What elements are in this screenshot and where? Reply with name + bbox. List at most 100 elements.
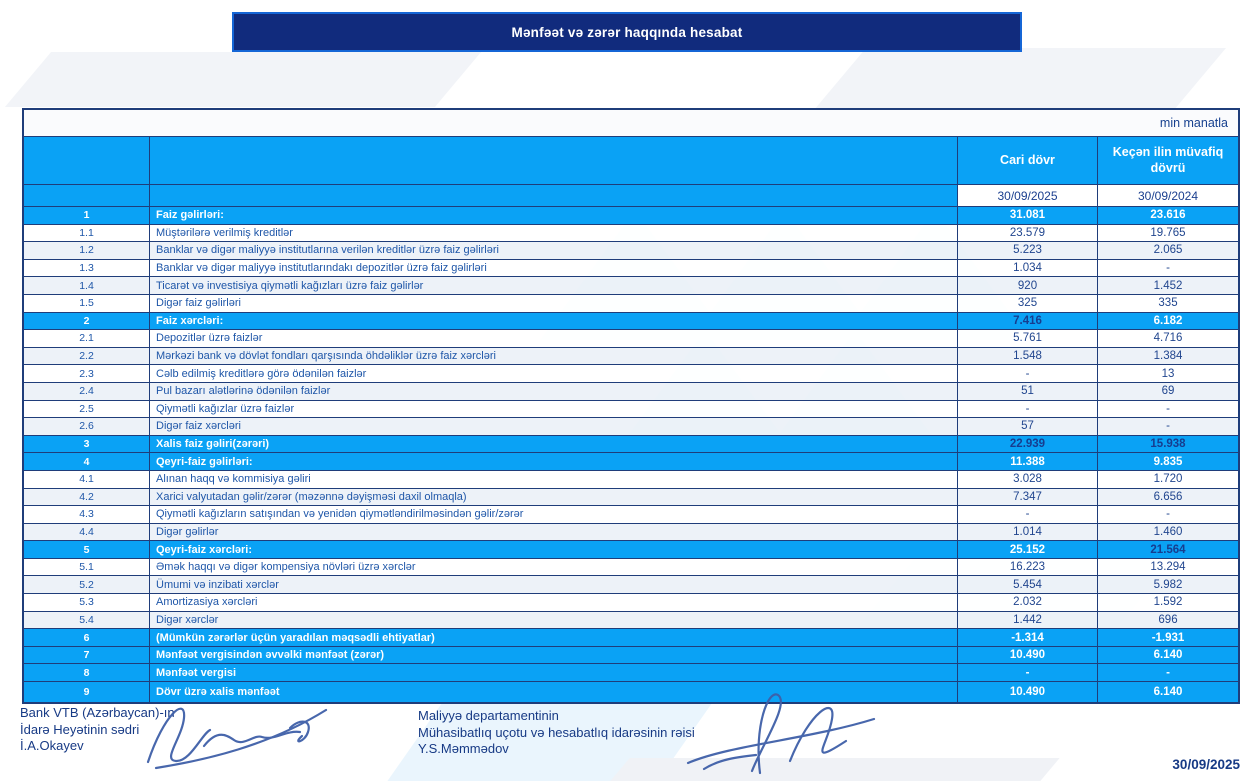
row-label: Qiymətli kağızlar üzrə faizlər bbox=[150, 400, 958, 418]
row-label: Depozitlər üzrə faizlər bbox=[150, 330, 958, 347]
row-label: Banklar və digər maliyyə institutlarında… bbox=[150, 259, 958, 277]
row-number: 9 bbox=[24, 682, 150, 703]
signature-okayev-icon bbox=[146, 707, 328, 770]
value-current: 16.223 bbox=[958, 558, 1098, 576]
table-row: 1.2 Banklar və digər maliyyə institutları… bbox=[24, 242, 1238, 260]
value-current: 1.442 bbox=[958, 611, 1098, 629]
table-row: 1.5 Digər faiz gəlirləri 325 335 bbox=[24, 294, 1238, 313]
value-previous: 5.982 bbox=[1098, 576, 1238, 594]
value-previous: - bbox=[1098, 400, 1238, 418]
row-number: 4.2 bbox=[24, 488, 150, 506]
table-row: 1.1 Müştərilərə verilmiş kreditlər 23.579 1… bbox=[24, 224, 1238, 243]
row-number: 2.6 bbox=[24, 418, 150, 435]
table-row: 2.4 Pul bazarı alətlərinə ödənilən faizlə… bbox=[24, 382, 1238, 401]
signature-block-left: Bank VTB (Azərbaycan)-ın İdarə Heyətinin… bbox=[20, 705, 175, 755]
table-row: 2.2 Mərkəzi bank və dövlət fondları qarşı… bbox=[24, 347, 1238, 366]
row-label: Faiz gəlirləri: bbox=[150, 207, 958, 224]
value-current: - bbox=[958, 400, 1098, 418]
row-number: 1.1 bbox=[24, 224, 150, 242]
row-label: Xalis faiz gəliri(zərəri) bbox=[150, 435, 958, 453]
profit-loss-table: min manatla Cari dövr Keçən ilin müvafiq… bbox=[22, 108, 1240, 705]
row-label: Müştərilərə verilmiş kreditlər bbox=[150, 224, 958, 242]
row-number: 5 bbox=[24, 541, 150, 558]
signer-org: Bank VTB (Azərbaycan)-ın bbox=[20, 705, 175, 720]
value-previous: 19.765 bbox=[1098, 224, 1238, 242]
value-previous: - bbox=[1098, 506, 1238, 523]
row-label: Dövr üzrə xalis mənfəət bbox=[150, 682, 958, 703]
row-label: Digər faiz xərcləri bbox=[150, 418, 958, 435]
row-number: 4.1 bbox=[24, 470, 150, 488]
value-previous: 6.656 bbox=[1098, 488, 1238, 506]
row-number: 4.4 bbox=[24, 523, 150, 541]
section-row: 1 Faiz gəlirləri: 31.081 23.616 bbox=[24, 207, 1238, 225]
section-row: 3 Xalis faiz gəliri(zərəri) 22.939 15.938 bbox=[24, 435, 1238, 454]
table-row: 5.1 Əmək haqqı və digər kompensiya növlər… bbox=[24, 558, 1238, 577]
row-label: Əmək haqqı və digər kompensiya növləri ü… bbox=[150, 558, 958, 576]
value-previous: 13 bbox=[1098, 365, 1238, 382]
value-current: 51 bbox=[958, 382, 1098, 400]
table-body: 1 Faiz gəlirləri: 31.081 23.616 1.1 Müştərilə… bbox=[24, 207, 1238, 703]
value-previous: 1.460 bbox=[1098, 523, 1238, 541]
row-label: Qiymətli kağızların satışından və yenidə… bbox=[150, 506, 958, 523]
value-current: 5.223 bbox=[958, 242, 1098, 259]
column-header-previous: Keçən ilin müvafiq dövrü bbox=[1098, 137, 1238, 184]
header-label-cell bbox=[150, 137, 958, 184]
date-label-cell bbox=[150, 185, 958, 206]
table-row: 4.3 Qiymətli kağızların satışından və yen… bbox=[24, 506, 1238, 524]
value-current: - bbox=[958, 664, 1098, 682]
signature-block-right: Maliyyə departamentinin Mühasibatlıq uço… bbox=[418, 708, 695, 758]
row-number: 4 bbox=[24, 453, 150, 470]
value-current: 325 bbox=[958, 294, 1098, 312]
row-number: 1 bbox=[24, 207, 150, 224]
value-previous: 4.716 bbox=[1098, 330, 1238, 347]
value-previous: 23.616 bbox=[1098, 207, 1238, 224]
value-current: - bbox=[958, 506, 1098, 523]
row-label: Mənfəət vergisi bbox=[150, 664, 958, 682]
value-current: -1.314 bbox=[958, 629, 1098, 646]
value-previous: 1.720 bbox=[1098, 470, 1238, 488]
row-number: 2.3 bbox=[24, 365, 150, 382]
row-number: 7 bbox=[24, 646, 150, 664]
section-row: 2 Faiz xərcləri: 7.416 6.182 bbox=[24, 312, 1238, 331]
row-number: 6 bbox=[24, 629, 150, 646]
row-number: 2.5 bbox=[24, 400, 150, 418]
value-previous: 6.140 bbox=[1098, 646, 1238, 664]
table-header-row: Cari dövr Keçən ilin müvafiq dövrü bbox=[24, 137, 1238, 185]
signer-department: Maliyyə departamentinin bbox=[418, 708, 559, 723]
value-current: 25.152 bbox=[958, 541, 1098, 558]
value-previous: - bbox=[1098, 418, 1238, 435]
value-current: 5.454 bbox=[958, 576, 1098, 594]
section-row: 9 Dövr üzrə xalis mənfəət 10.490 6.140 bbox=[24, 682, 1238, 703]
value-previous: 2.065 bbox=[1098, 242, 1238, 259]
table-row: 2.6 Digər faiz xərcləri 57- bbox=[24, 418, 1238, 436]
footer-date: 30/09/2025 bbox=[1172, 757, 1240, 772]
value-previous: 1.592 bbox=[1098, 594, 1238, 611]
row-label: Digər faiz gəlirləri bbox=[150, 294, 958, 312]
value-current: 11.388 bbox=[958, 453, 1098, 470]
row-label: Alınan haqq və kommisiya gəliri bbox=[150, 470, 958, 488]
table-row: 1.4 Ticarət və investisiya qiymətli kağız… bbox=[24, 277, 1238, 295]
row-number: 5.4 bbox=[24, 611, 150, 629]
value-previous: 13.294 bbox=[1098, 558, 1238, 576]
table-row: 4.2 Xarici valyutadan gəlir/zərər (məzənn… bbox=[24, 488, 1238, 507]
signer-role: İdarə Heyətinin sədri bbox=[20, 721, 140, 737]
row-label: Qeyri-faiz xərcləri: bbox=[150, 541, 958, 558]
value-current: 2.032 bbox=[958, 594, 1098, 611]
value-current: 23.579 bbox=[958, 224, 1098, 242]
section-row: 8 Mənfəət vergisi - - bbox=[24, 664, 1238, 683]
value-previous: 696 bbox=[1098, 611, 1238, 629]
row-number: 2 bbox=[24, 312, 150, 330]
row-label: Pul bazarı alətlərinə ödənilən faizlər bbox=[150, 382, 958, 400]
value-current: - bbox=[958, 365, 1098, 382]
value-current: 22.939 bbox=[958, 435, 1098, 453]
value-current: 57 bbox=[958, 418, 1098, 435]
value-previous: - bbox=[1098, 259, 1238, 277]
table-row: 5.3 Amortizasiya xərcləri 2.032 1.592 bbox=[24, 594, 1238, 612]
value-current: 1.548 bbox=[958, 347, 1098, 365]
value-previous: 21.564 bbox=[1098, 541, 1238, 558]
row-label: (Mümkün zərərlər üçün yaradılan məqsədli… bbox=[150, 629, 958, 646]
value-current: 5.761 bbox=[958, 330, 1098, 347]
row-label: Mənfəət vergisindən əvvəlki mənfəət (zər… bbox=[150, 646, 958, 664]
value-previous: 69 bbox=[1098, 382, 1238, 400]
